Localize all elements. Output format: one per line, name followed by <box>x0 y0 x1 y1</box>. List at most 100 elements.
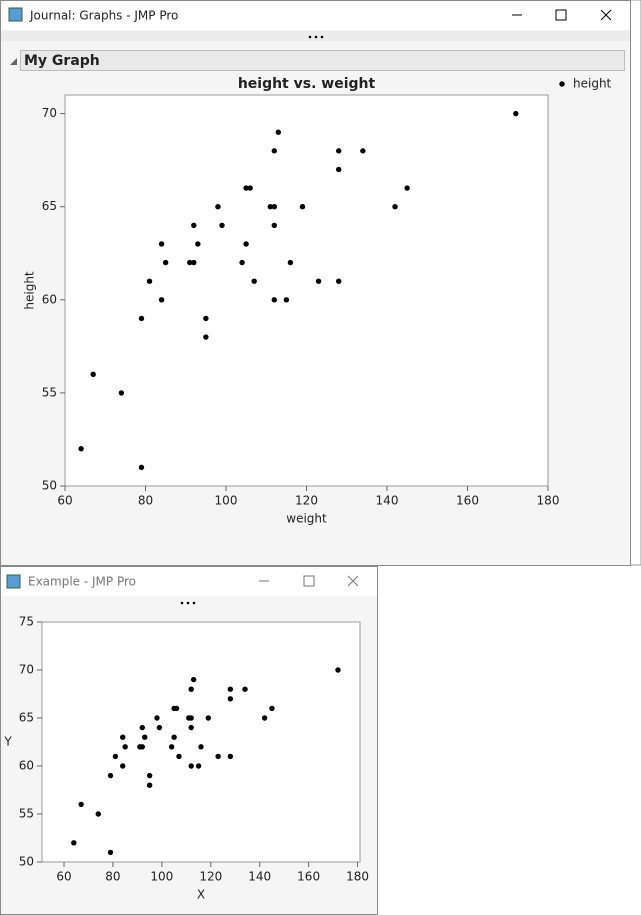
data-point <box>275 129 282 135</box>
data-point <box>299 204 306 210</box>
data-point <box>138 464 145 471</box>
data-point <box>227 686 234 692</box>
y-tick-label: 55 <box>42 385 57 399</box>
data-point <box>287 259 294 266</box>
data-point <box>219 222 225 229</box>
x-tick-label: 160 <box>297 870 320 884</box>
data-point <box>203 334 209 340</box>
title-bar <box>1 1 630 30</box>
data-point <box>251 278 257 284</box>
x-tick-label: 160 <box>456 494 479 508</box>
data-point <box>154 715 160 721</box>
y-axis-label: height <box>23 271 37 310</box>
data-point <box>392 204 398 210</box>
data-point <box>227 696 234 702</box>
data-point <box>336 278 342 284</box>
data-point <box>404 185 410 191</box>
data-point <box>139 744 145 750</box>
plot-area <box>41 621 361 863</box>
disclosure-icon[interactable] <box>10 58 17 65</box>
y-tick-label: 70 <box>42 106 57 120</box>
data-point <box>203 315 209 322</box>
outline-header[interactable] <box>20 50 625 71</box>
data-point <box>188 724 194 731</box>
data-point <box>205 715 212 721</box>
data-point <box>168 744 175 750</box>
app-icon <box>8 7 23 22</box>
data-point <box>120 734 126 740</box>
data-point <box>146 772 153 779</box>
data-point <box>336 166 342 173</box>
y-tick-label: 50 <box>19 855 34 869</box>
x-tick-label: 180 <box>346 870 369 884</box>
data-point <box>187 259 193 266</box>
data-point <box>227 753 234 760</box>
data-point <box>176 753 182 760</box>
data-point <box>271 297 277 303</box>
data-point <box>215 753 221 760</box>
data-point <box>78 801 84 808</box>
legend-marker <box>559 81 565 87</box>
y-tick-label: 65 <box>42 199 57 213</box>
data-point <box>267 204 273 210</box>
data-point <box>190 676 197 683</box>
data-point <box>195 241 201 247</box>
legend-label: height <box>573 77 612 91</box>
data-point <box>271 148 277 154</box>
data-point <box>138 315 145 322</box>
data-point <box>336 148 342 154</box>
data-point <box>71 840 77 846</box>
data-point <box>269 705 275 712</box>
x-axis-label: X <box>197 888 205 902</box>
plot-area <box>64 94 549 487</box>
y-axis-label: Y <box>3 735 12 749</box>
data-point <box>271 204 277 210</box>
data-point <box>188 715 194 721</box>
data-point <box>156 724 163 731</box>
data-point <box>158 297 165 303</box>
data-point <box>107 849 114 856</box>
y-tick-label: 60 <box>42 292 57 306</box>
x-tick-label: 100 <box>150 870 173 884</box>
data-point <box>191 222 197 229</box>
x-tick-label: 120 <box>295 494 318 508</box>
maximize-button[interactable] <box>303 575 315 587</box>
data-point <box>513 110 519 117</box>
data-point <box>112 753 119 760</box>
window-title: Example - JMP Pro <box>28 575 136 589</box>
background-window <box>629 0 641 566</box>
y-tick-label: 70 <box>19 663 34 677</box>
y-tick-label: 55 <box>19 807 34 821</box>
data-point <box>173 705 180 712</box>
data-point <box>360 148 366 154</box>
data-point <box>335 667 341 673</box>
close-button[interactable] <box>347 575 359 587</box>
y-tick-label: 50 <box>42 479 57 493</box>
data-point <box>158 241 165 247</box>
x-tick-label: 60 <box>56 870 71 884</box>
data-point <box>261 715 268 721</box>
window-title: Journal: Graphs - JMP Pro <box>29 9 178 23</box>
x-tick-label: 140 <box>248 870 271 884</box>
data-point <box>191 259 197 266</box>
data-point <box>243 185 249 191</box>
data-point <box>142 734 148 740</box>
data-point <box>78 446 84 452</box>
x-tick-label: 120 <box>199 870 222 884</box>
maximize-button[interactable] <box>555 9 567 21</box>
y-tick-label: 60 <box>19 759 34 773</box>
data-point <box>139 724 145 731</box>
data-point <box>239 259 245 266</box>
more-dots <box>180 601 196 605</box>
data-point <box>146 278 153 284</box>
data-point <box>271 222 277 229</box>
x-axis-label: weight <box>286 512 327 526</box>
data-point <box>188 686 194 692</box>
data-point <box>215 204 221 210</box>
data-point <box>315 278 322 284</box>
close-button[interactable] <box>600 9 612 21</box>
data-point <box>107 772 114 779</box>
x-tick-label: 100 <box>215 494 238 508</box>
x-tick-label: 80 <box>105 870 120 884</box>
